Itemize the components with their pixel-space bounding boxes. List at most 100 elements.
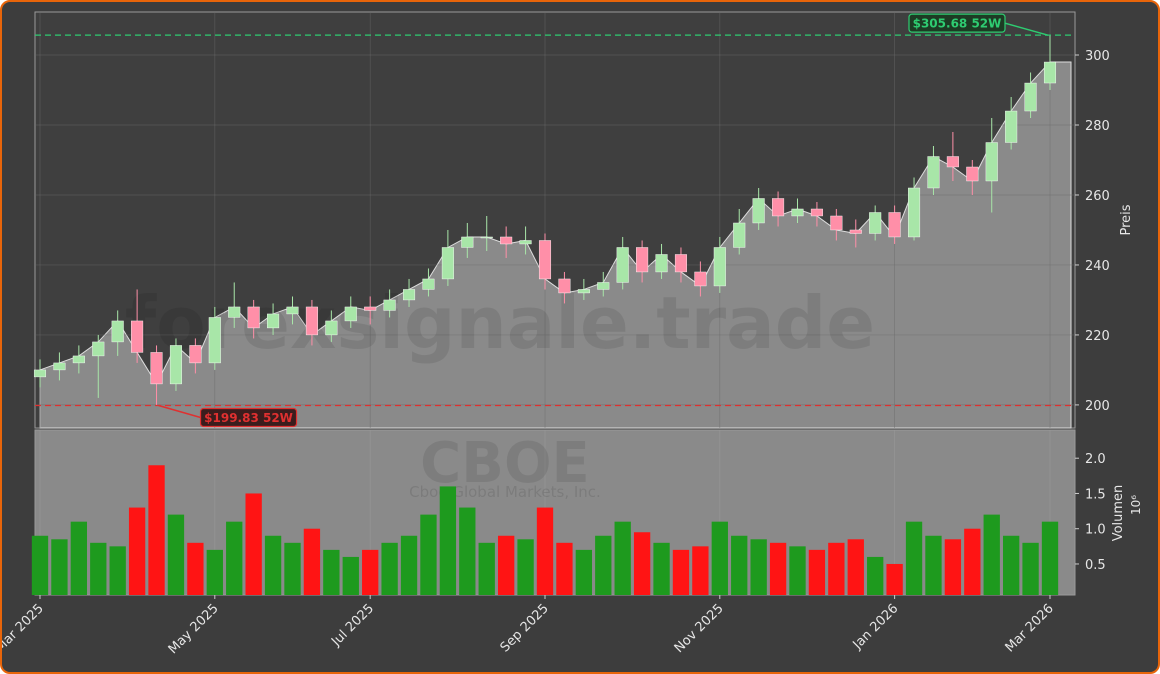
volume-bar <box>323 549 340 595</box>
volume-bar <box>789 546 806 595</box>
candle-body <box>131 320 144 353</box>
candle-body <box>830 215 843 231</box>
volume-bar <box>808 549 826 595</box>
x-tick-label: Mar 2026 <box>1003 601 1057 655</box>
candle-body <box>461 236 474 248</box>
volume-bar <box>303 528 321 595</box>
volume-bar <box>226 521 243 595</box>
annotation-arrow <box>1004 22 1049 36</box>
x-tick-label: Sep 2025 <box>498 601 552 655</box>
candle-body <box>908 187 921 238</box>
candle-body <box>694 271 707 287</box>
volume-bar <box>1002 535 1020 595</box>
candle-body <box>655 254 668 273</box>
candle-body <box>383 299 396 311</box>
candle-body <box>500 236 513 245</box>
volume-bar <box>400 535 418 595</box>
volume-bar <box>536 507 554 595</box>
annotation-box <box>908 13 1006 33</box>
volume-bar <box>653 542 670 595</box>
candle-body <box>791 208 804 217</box>
volume-bar <box>633 532 651 595</box>
volume-bar <box>109 546 126 595</box>
volume-bar <box>886 563 903 595</box>
volume-bar <box>925 535 942 595</box>
volume-bar <box>867 556 884 595</box>
volume-bar <box>575 549 593 595</box>
volume-bar <box>51 539 68 595</box>
candle-body <box>441 247 454 280</box>
y-tick-label: 1.5 <box>1085 487 1106 502</box>
watermark-company: Cboe Global Markets, Inc. <box>409 483 601 501</box>
y-tick-label: 260 <box>1085 189 1110 204</box>
candle-body <box>92 341 105 357</box>
y-tick-label: 280 <box>1085 119 1110 134</box>
y-tick-label: 200 <box>1085 399 1110 414</box>
watermark-symbol: CBOE <box>420 431 590 496</box>
volume-axis-label: Volumen <box>1111 485 1126 542</box>
candle-body <box>344 306 357 322</box>
volume-bar <box>128 507 146 595</box>
candle-body <box>772 198 785 217</box>
volume-bar <box>497 535 515 595</box>
volume-offset-label: 10⁶ <box>1129 495 1143 515</box>
annotation-box <box>199 407 298 428</box>
candle-body <box>888 212 901 238</box>
volume-bar <box>731 535 748 595</box>
volume-bar <box>420 514 437 595</box>
annotation-label: $305.68 52W <box>913 17 1002 31</box>
candle-body <box>869 212 882 234</box>
volume-bar <box>983 514 1000 595</box>
y-tick-label: 2.0 <box>1085 452 1106 467</box>
y-tick-label: 0.5 <box>1085 558 1106 573</box>
candle-body <box>849 229 862 234</box>
volume-bar <box>614 521 631 595</box>
annotation-label: $199.83 52W <box>204 411 293 425</box>
watermark: forexsignale.trade <box>125 281 875 365</box>
volume-bar <box>828 542 845 595</box>
volume-bar <box>750 539 767 595</box>
candle-body <box>966 166 979 182</box>
volume-bar <box>70 521 88 595</box>
volume-bar <box>1022 542 1039 595</box>
candle-body <box>946 156 959 168</box>
volume-bar <box>944 539 962 595</box>
volume-bar <box>206 549 223 595</box>
x-tick-label: Nov 2025 <box>672 601 727 656</box>
volume-bar <box>672 549 690 595</box>
candle-body <box>577 289 590 294</box>
candle-body <box>810 208 823 217</box>
volume-bar <box>264 535 282 595</box>
volume-bar <box>167 514 185 595</box>
candle-body <box>538 240 552 280</box>
candle-body <box>111 320 124 343</box>
volume-bar <box>905 521 923 595</box>
volume-bar <box>711 521 728 595</box>
annotation-arrow <box>158 404 201 419</box>
x-tick-label: Mar 2025 <box>2 601 47 655</box>
y-tick-label: 220 <box>1085 329 1110 344</box>
x-tick-label: Jul 2025 <box>328 601 377 650</box>
candle-body <box>480 236 493 239</box>
candle-body <box>72 355 85 364</box>
candle-body <box>597 282 610 290</box>
volume-bar <box>964 528 981 595</box>
candle-body <box>636 247 649 273</box>
volume-bar <box>342 556 359 595</box>
x-tick-label: May 2025 <box>166 601 222 657</box>
volume-bar <box>31 535 49 595</box>
volume-bar <box>1041 521 1059 595</box>
candle-body <box>364 306 377 311</box>
volume-bar <box>769 542 787 595</box>
volume-bar <box>692 546 709 595</box>
candle-body <box>674 254 687 273</box>
y-axis-label: Preis <box>1119 204 1134 235</box>
candle-body <box>267 313 280 329</box>
candle-body <box>305 306 318 336</box>
volume-bar <box>459 507 476 595</box>
volume-bar <box>478 542 495 595</box>
candle-body <box>927 156 940 189</box>
candle-body <box>985 142 998 182</box>
volume-bar <box>90 542 107 595</box>
